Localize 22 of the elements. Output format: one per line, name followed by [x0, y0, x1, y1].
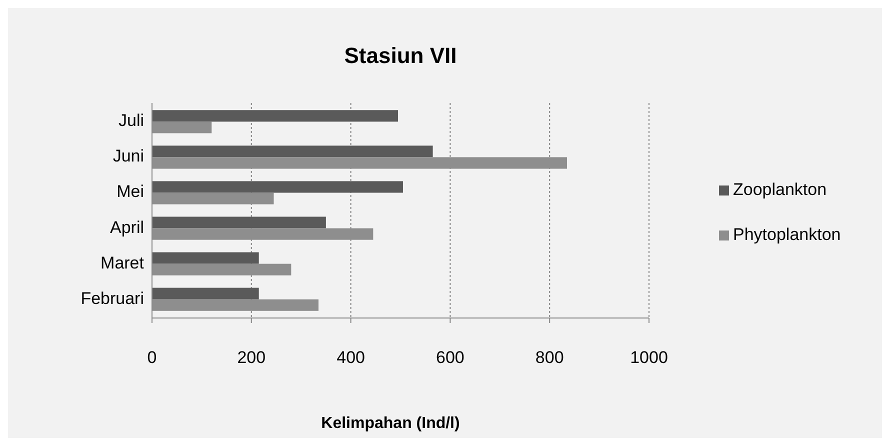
chart-title: Stasiun VII: [344, 43, 457, 68]
legend-label: Zooplankton: [733, 180, 827, 199]
bar: [152, 110, 398, 122]
bar: [152, 181, 403, 193]
x-tick-label: 800: [535, 348, 564, 367]
y-tick-label: Juni: [112, 146, 144, 166]
y-tick-label: Juli: [118, 111, 144, 130]
y-tick-label: Februari: [80, 288, 144, 308]
y-tick-label: April: [110, 218, 144, 237]
legend-label: Phytoplankton: [733, 224, 841, 244]
bar: [152, 288, 259, 300]
y-tick-label: Maret: [100, 253, 144, 272]
x-tick-label: 400: [336, 348, 365, 367]
x-tick-label: 0: [147, 348, 157, 367]
y-tick-label: Mei: [116, 182, 144, 202]
x-tick-label: 1000: [630, 348, 668, 367]
bar: [152, 216, 326, 228]
x-tick-label: 600: [436, 348, 464, 367]
x-axis-title: Kelimpahan (Ind/l): [321, 415, 460, 432]
bar: [152, 146, 433, 158]
x-tick-label: 200: [237, 348, 266, 367]
bar: [152, 252, 259, 264]
